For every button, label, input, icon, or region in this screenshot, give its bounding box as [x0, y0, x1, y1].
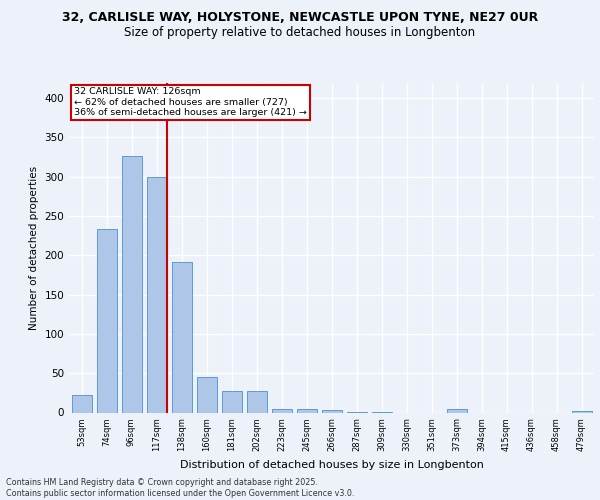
- X-axis label: Distribution of detached houses by size in Longbenton: Distribution of detached houses by size …: [179, 460, 484, 469]
- Bar: [221, 392, 241, 412]
- Bar: [571, 411, 592, 412]
- Bar: [446, 410, 467, 412]
- Bar: [97, 230, 116, 412]
- Text: Contains HM Land Registry data © Crown copyright and database right 2025.
Contai: Contains HM Land Registry data © Crown c…: [6, 478, 355, 498]
- Text: 32 CARLISLE WAY: 126sqm
← 62% of detached houses are smaller (727)
36% of semi-d: 32 CARLISLE WAY: 126sqm ← 62% of detache…: [74, 88, 307, 117]
- Bar: [322, 410, 341, 412]
- Text: 32, CARLISLE WAY, HOLYSTONE, NEWCASTLE UPON TYNE, NE27 0UR: 32, CARLISLE WAY, HOLYSTONE, NEWCASTLE U…: [62, 11, 538, 24]
- Bar: [121, 156, 142, 412]
- Bar: [172, 262, 191, 412]
- Text: Size of property relative to detached houses in Longbenton: Size of property relative to detached ho…: [124, 26, 476, 39]
- Y-axis label: Number of detached properties: Number of detached properties: [29, 166, 39, 330]
- Bar: [271, 408, 292, 412]
- Bar: [247, 390, 266, 412]
- Bar: [71, 395, 91, 412]
- Bar: [296, 408, 317, 412]
- Bar: [197, 377, 217, 412]
- Bar: [146, 177, 167, 412]
